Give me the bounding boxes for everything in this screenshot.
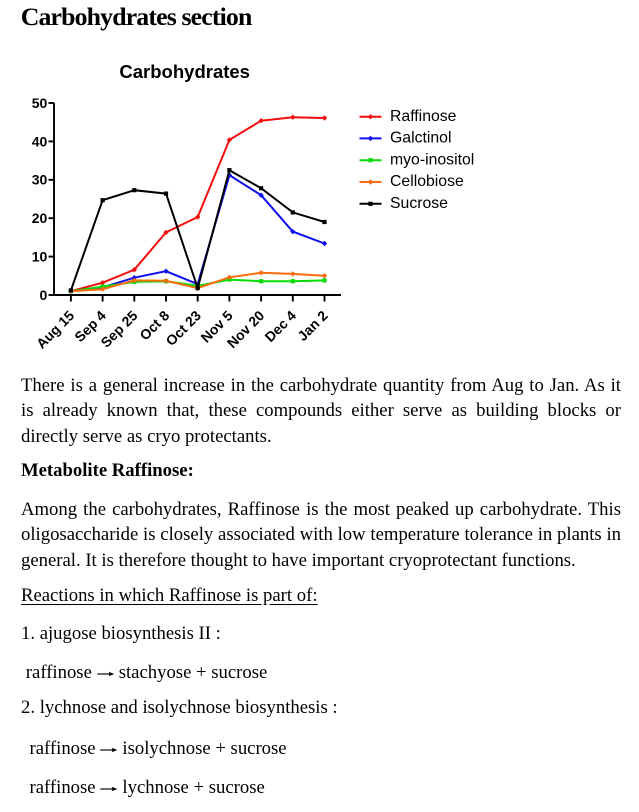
svg-text:10: 10 (32, 249, 48, 265)
svg-text:Raffinose: Raffinose (390, 108, 457, 125)
svg-text:Oct 23: Oct 23 (162, 307, 204, 349)
svg-text:Jan 2: Jan 2 (294, 307, 331, 344)
svg-text:40: 40 (32, 133, 48, 149)
svg-text:Dec 4: Dec 4 (261, 307, 299, 345)
svg-text:myo-inositol: myo-inositol (390, 151, 474, 168)
svg-text:Carbohydrates: Carbohydrates (119, 61, 250, 82)
svg-text:Aug 15: Aug 15 (33, 307, 77, 351)
svg-text:Cellobiose: Cellobiose (390, 173, 464, 190)
svg-text:50: 50 (32, 95, 48, 111)
svg-text:Sucrose: Sucrose (390, 195, 448, 212)
svg-text:Galctinol: Galctinol (390, 130, 451, 147)
svg-text:20: 20 (32, 210, 48, 226)
svg-text:0: 0 (40, 287, 48, 303)
svg-text:30: 30 (32, 172, 48, 188)
